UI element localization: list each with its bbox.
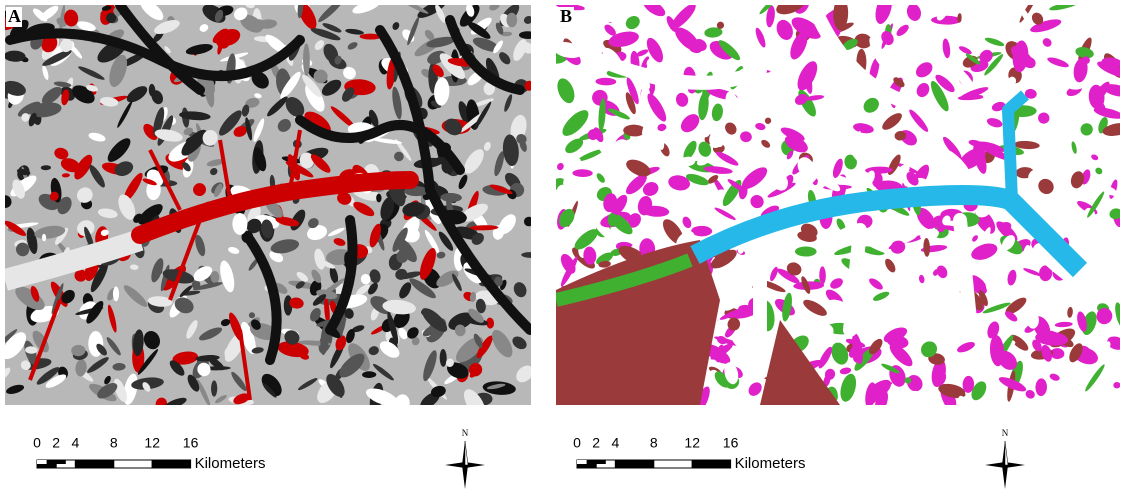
scale-subsegment [56,460,66,464]
land-cover [764,85,774,93]
scale-unit: Kilometers [195,455,266,472]
scale-subsegment [596,460,606,464]
scale-segment [692,460,730,468]
scale-tick-label: 2 [592,435,600,451]
scale-tick-label: 12 [684,435,700,451]
scale-tick-label: 8 [110,435,118,451]
figure: A B 02481216KilometersN02481216Kilometer… [0,0,1123,497]
terrain [113,287,119,302]
scale-subsegment [37,460,47,464]
scale-unit: Kilometers [735,455,806,472]
map-b [546,0,1123,422]
scale-subsegment [577,460,587,464]
scale-tick-label: 4 [72,435,80,451]
snow [850,230,860,330]
scale-tick-label: 2 [52,435,60,451]
scale-segment [654,460,692,468]
scale-segment [615,460,653,468]
north-label: N [462,428,469,438]
snow [960,220,970,320]
scale-segment [152,460,190,468]
scale-tick-label: 12 [144,435,160,451]
north-label: N [1002,428,1009,438]
scale-segment [114,460,152,468]
scale-tick-label: 16 [723,435,739,451]
scale-tick-label: 0 [33,435,41,451]
scale-tick-label: 16 [183,435,199,451]
scale-tick-label: 4 [612,435,620,451]
scale-tick-label: 0 [573,435,581,451]
map-a [0,0,539,420]
north-arrow [465,441,468,465]
scale-segment [75,460,113,468]
panel-label: A [8,6,21,26]
scale-tick-label: 8 [650,435,658,451]
panel-label: B [560,6,572,26]
north-arrow [1005,441,1008,465]
